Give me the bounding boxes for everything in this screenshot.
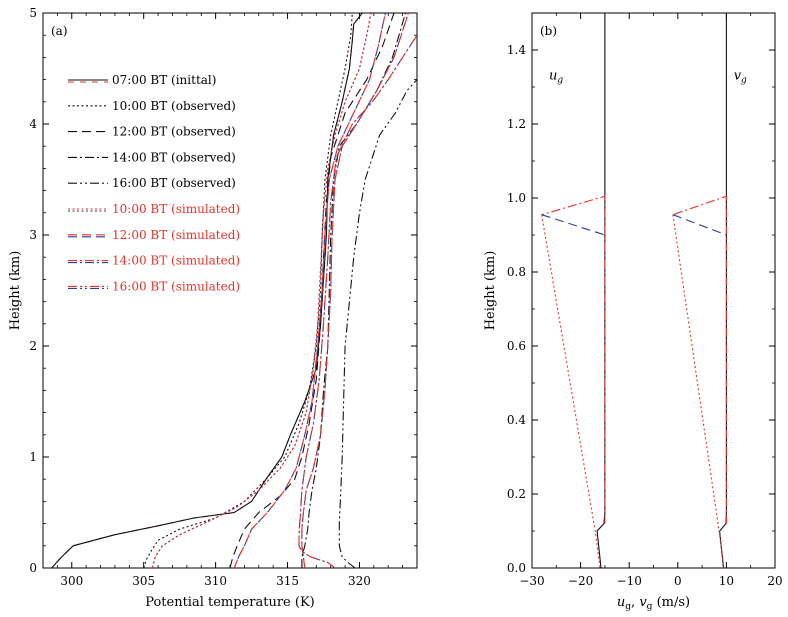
y-axis-label-b: Height (km) bbox=[483, 251, 498, 331]
legend: 07:00 BT (inittal) 10:00 BT (observed) 12:… bbox=[68, 73, 240, 293]
x-label-u: u bbox=[617, 595, 625, 610]
series-line-u-g-profile bbox=[596, 13, 606, 568]
y-axis-label-a: Height (km) bbox=[8, 251, 23, 331]
annotations-b: ug vg bbox=[549, 69, 747, 86]
legend-label: 16:00 BT (simulated) bbox=[112, 279, 240, 293]
plot-frame-b bbox=[531, 12, 776, 569]
x-tick-label: 20 bbox=[767, 574, 782, 588]
annotation-label: vg bbox=[734, 69, 747, 86]
x-tick-label: −10 bbox=[617, 574, 642, 588]
series-line-16-00-bt-simulated-overlay bbox=[298, 34, 417, 568]
y-tick-label: 1.4 bbox=[507, 43, 526, 57]
series-line-10-00-bt-observed bbox=[143, 13, 353, 568]
series-line-16-00-bt-simulated bbox=[298, 34, 417, 568]
series-line-12-00-bt-simulated bbox=[233, 13, 386, 568]
x-label-unit: (m/s) bbox=[652, 595, 690, 610]
x-tick-label: 305 bbox=[132, 574, 155, 588]
series-line-u-g-red bbox=[541, 195, 606, 524]
x-tick-label: 300 bbox=[60, 574, 83, 588]
x-tick-label: 310 bbox=[204, 574, 227, 588]
series-line-v-g-blue bbox=[672, 214, 727, 236]
y-tick-label: 4 bbox=[29, 117, 37, 131]
x-tick-label: 10 bbox=[719, 574, 734, 588]
y-tick-label: 0.6 bbox=[507, 339, 526, 353]
axis-ticks-a: 300 305 310 315 320 0 1 2 3 4 5 bbox=[29, 6, 418, 588]
series-line-07-00-bt-inittal bbox=[51, 13, 363, 568]
x-tick-label: −20 bbox=[568, 574, 593, 588]
x-axis-label-b: ug, vg (m/s) bbox=[617, 595, 690, 612]
series-group-b bbox=[541, 13, 727, 568]
series-line-u-g-blue bbox=[541, 214, 606, 236]
y-tick-label: 2 bbox=[29, 339, 37, 353]
chart-panel-a: (a) Potential temperature (K) Height (km… bbox=[8, 6, 418, 610]
x-tick-label: 315 bbox=[276, 574, 299, 588]
legend-label: 12:00 BT (simulated) bbox=[112, 228, 240, 242]
y-tick-label: 0.0 bbox=[507, 561, 526, 575]
x-label-v: v bbox=[639, 595, 647, 610]
series-line-12-00-bt-simulated-overlay bbox=[233, 13, 386, 568]
y-tick-label: 1.0 bbox=[507, 191, 526, 205]
legend-label: 16:00 BT (observed) bbox=[112, 176, 236, 190]
x-label-u-sub: g bbox=[625, 602, 631, 612]
x-tick-label: 0 bbox=[674, 574, 682, 588]
y-tick-label: 0.8 bbox=[507, 265, 526, 279]
legend-label: 10:00 BT (simulated) bbox=[112, 202, 240, 216]
x-label-v-sub: g bbox=[647, 602, 653, 612]
annotation-label: ug bbox=[549, 69, 563, 86]
legend-label: 10:00 BT (observed) bbox=[112, 99, 236, 113]
x-label-sep: , bbox=[631, 595, 639, 610]
x-tick-label: 320 bbox=[348, 574, 371, 588]
legend-label: 14:00 BT (simulated) bbox=[112, 254, 240, 268]
chart-panel-b: (b) ug, vg (m/s) Height (km) −30 −20 −10 0 1… bbox=[483, 12, 783, 612]
panel-label-b: (b) bbox=[540, 24, 557, 38]
x-axis-label-a: Potential temperature (K) bbox=[145, 595, 314, 610]
axis-ticks-b: −30 −20 −10 0 10 20 0.0 0.2 0.4 0.6 0.8 1.0 1.2 1.4 bbox=[507, 12, 783, 588]
y-tick-label: 1 bbox=[29, 450, 37, 464]
legend-label: 12:00 BT (observed) bbox=[112, 125, 236, 139]
series-group-a bbox=[51, 13, 417, 568]
series-line-v-g-red-dotted bbox=[672, 214, 725, 568]
y-tick-label: 5 bbox=[29, 6, 37, 20]
y-tick-label: 0 bbox=[29, 561, 37, 575]
series-line-14-00-bt-simulated bbox=[301, 13, 409, 568]
y-tick-label: 0.2 bbox=[507, 487, 526, 501]
series-line-14-00-bt-observed bbox=[301, 13, 407, 568]
legend-label: 07:00 BT (inittal) bbox=[112, 73, 216, 87]
series-line-14-00-bt-simulated-overlay bbox=[301, 13, 409, 568]
series-line-16-00-bt-observed bbox=[338, 79, 417, 568]
panel-label-a: (a) bbox=[51, 24, 68, 38]
y-tick-label: 0.4 bbox=[507, 413, 526, 427]
series-line-12-00-bt-observed bbox=[229, 13, 395, 568]
y-tick-label: 3 bbox=[29, 228, 37, 242]
series-line-u-g-red-dotted bbox=[541, 214, 601, 568]
x-tick-label: −30 bbox=[519, 574, 544, 588]
series-line-10-00-bt-simulated bbox=[151, 13, 372, 568]
series-line-v-g-profile bbox=[719, 13, 727, 568]
y-tick-label: 1.2 bbox=[507, 117, 526, 131]
series-line-v-g-red bbox=[672, 195, 727, 524]
legend-label: 14:00 BT (observed) bbox=[112, 150, 236, 164]
